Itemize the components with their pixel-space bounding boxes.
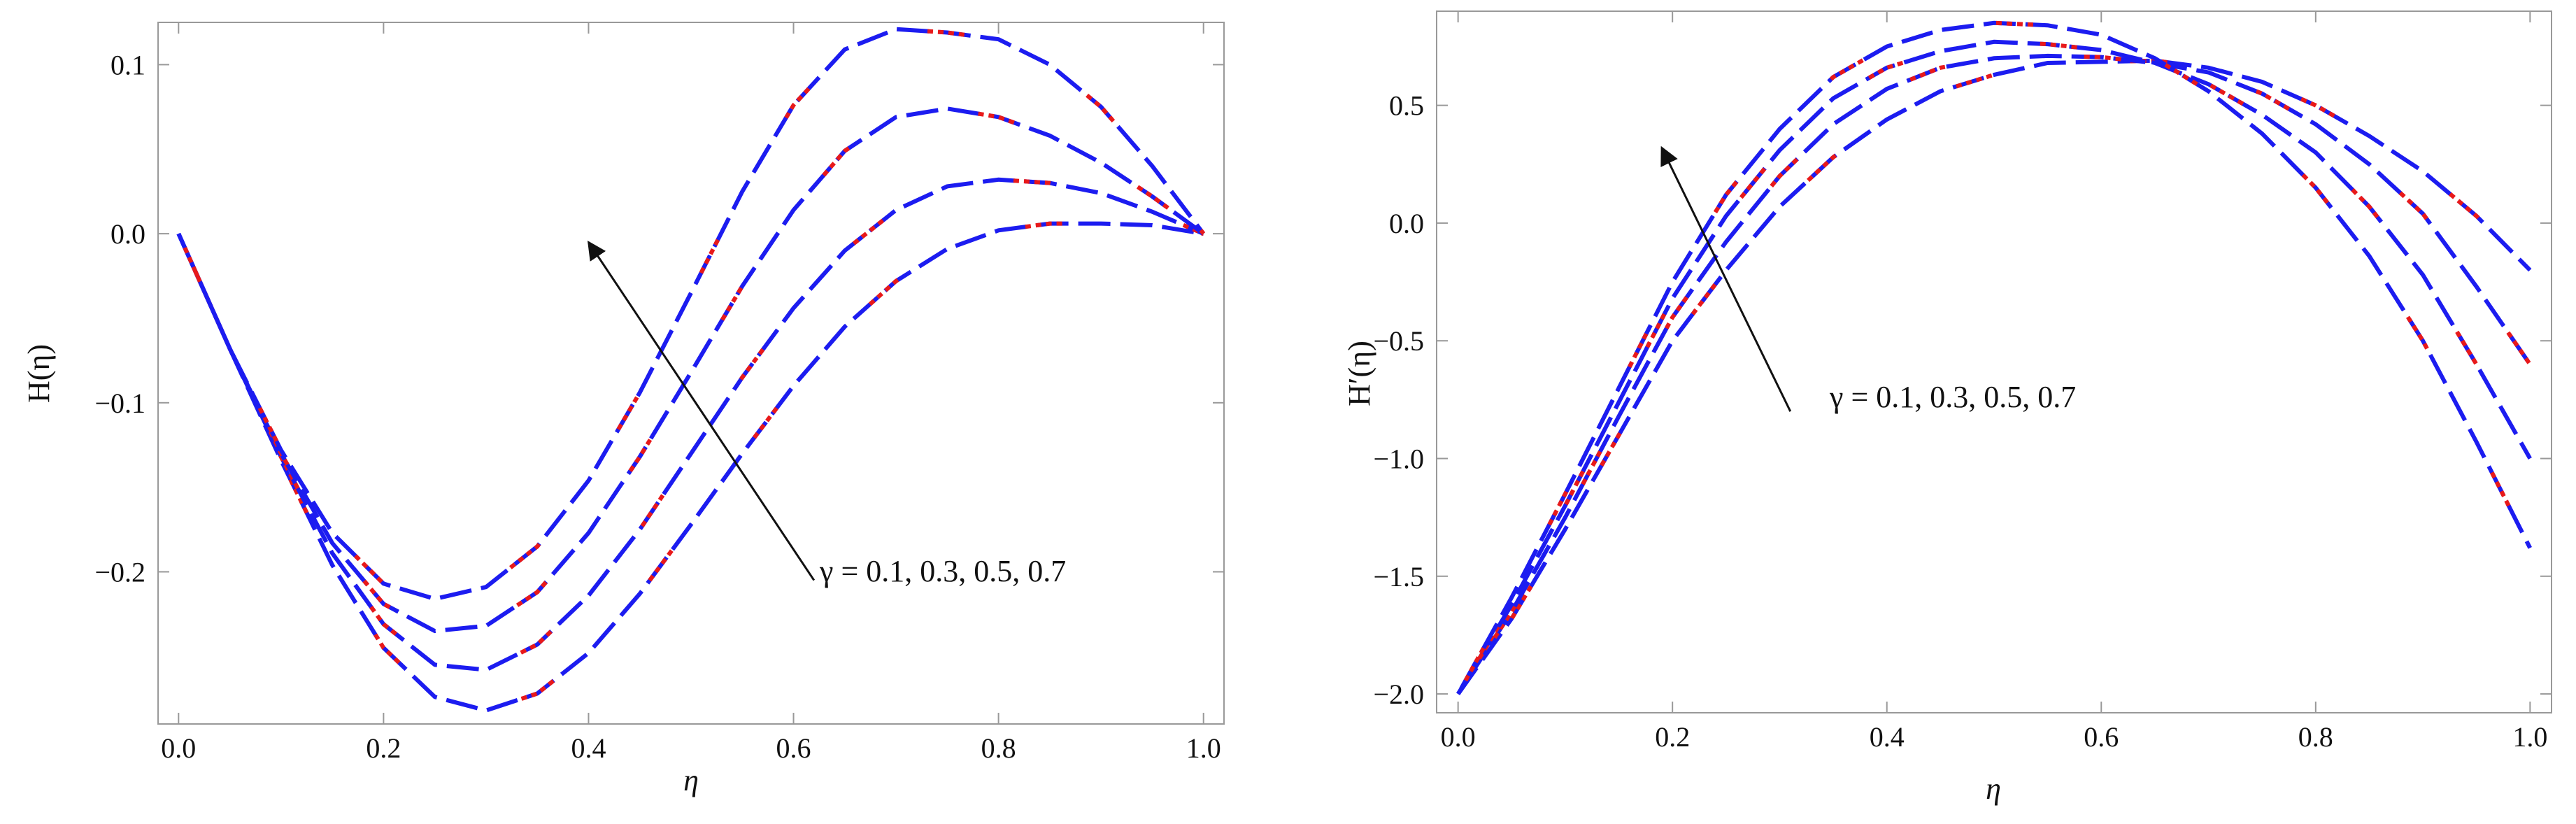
right-series-line-gamma-1: [1456, 58, 2532, 695]
right-x-tick-label: 0.0: [1441, 721, 1476, 753]
left-x-tick-label: 0.6: [776, 732, 811, 764]
right-x-tick-label: 0.4: [1870, 721, 1905, 753]
left-series-group: [176, 27, 1206, 713]
right-series-dots-gamma-3: [1456, 39, 2532, 695]
left-plot-frame: [157, 22, 1225, 725]
left-series-dots-gamma-2: [176, 177, 1204, 672]
right-series-dots-gamma-4: [1456, 20, 2532, 695]
left-x-tick-label: 0.2: [366, 732, 401, 764]
left-y-axis-title: H(η): [22, 344, 56, 403]
right-x-tick-label: 0.8: [2298, 721, 2333, 753]
left-annotation-arrow: [587, 240, 816, 581]
right-y-tick-label: −2.0: [1373, 679, 1424, 710]
left-x-axis-title: η: [683, 763, 699, 797]
right-series-group: [1456, 20, 2532, 695]
right-series-dots-gamma-1: [1456, 58, 2532, 695]
right-series-dots-gamma-2: [1456, 53, 2532, 695]
right-series-line-gamma-4: [1456, 20, 2532, 695]
right-x-tick-label: 0.6: [2084, 721, 2119, 753]
right-y-ticks: −2.0 −1.5 −1.0 −0.5 0.0 0.5: [1373, 90, 2552, 710]
left-series-line-gamma-1: [176, 221, 1204, 713]
left-y-ticks: −0.2 −0.1 0.0 0.1: [94, 49, 1224, 588]
left-series-line-gamma-3: [176, 106, 1205, 634]
right-x-tick-label: 0.2: [1655, 721, 1690, 753]
left-y-tick-label: 0.0: [111, 218, 145, 250]
right-x-ticks: 0.0 0.2 0.4 0.6 0.8 1.0: [1441, 11, 2547, 753]
right-chart-panel: 0.0 0.2 0.4 0.6 0.8 1.0 −2.0−1.5−1.0−0.50.00.…: [1342, 10, 2552, 806]
right-series-line-gamma-2: [1456, 53, 2532, 695]
right-x-axis-title: η: [1986, 772, 2001, 806]
left-x-tick-label: 1.0: [1186, 732, 1221, 764]
right-y-tick-label: 0.5: [1389, 90, 1424, 122]
left-y-tick-label: 0.1: [111, 49, 145, 80]
right-y-tick-label: 0.0: [1389, 208, 1424, 239]
right-y-tick-label: −1.5: [1373, 561, 1424, 592]
right-series-line-gamma-3: [1456, 39, 2532, 695]
left-x-tick-label: 0.8: [981, 732, 1016, 764]
left-series-line-gamma-4: [176, 27, 1206, 602]
left-annotation-text: γ = 0.1, 0.3, 0.5, 0.7: [819, 554, 1066, 588]
right-y-tick-label: −0.5: [1373, 325, 1424, 357]
right-y-tick-label: −1.0: [1373, 443, 1424, 474]
right-plot-frame: [1436, 10, 2552, 713]
right-x-tick-label: 1.0: [2512, 721, 2547, 753]
left-x-tick-label: 0.4: [571, 732, 606, 764]
left-x-tick-label: 0.0: [161, 732, 196, 764]
left-chart-panel: 0.0 0.2 0.4 0.6 0.8 1.0 −0.2 −0.1 0.0 0.1 γ = 0.…: [22, 22, 1225, 797]
left-series-dots-gamma-4: [176, 27, 1206, 602]
left-y-tick-label: −0.2: [94, 556, 145, 588]
left-y-tick-label: −0.1: [94, 388, 145, 419]
right-annotation-text: γ = 0.1, 0.3, 0.5, 0.7: [1829, 380, 2076, 414]
right-annotation-arrow: [1660, 145, 1792, 412]
left-series-line-gamma-2: [176, 177, 1204, 672]
right-y-axis-title: H′(η): [1342, 341, 1376, 406]
left-x-ticks: 0.0 0.2 0.4 0.6 0.8 1.0: [161, 22, 1221, 764]
